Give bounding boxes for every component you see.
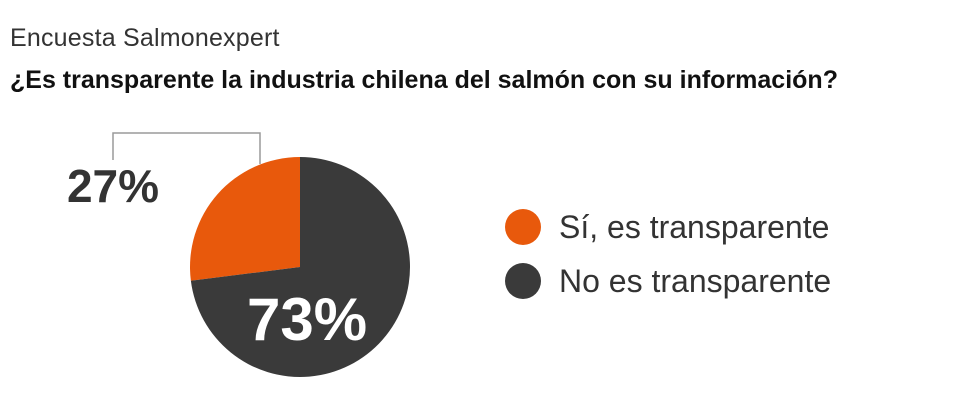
legend-item-yes: Sí, es transparente bbox=[505, 200, 831, 254]
legend-swatch-no bbox=[505, 263, 541, 299]
chart-subtitle: Encuesta Salmonexpert bbox=[10, 24, 280, 52]
legend-swatch-yes bbox=[505, 209, 541, 245]
legend-label-no: No es transparente bbox=[559, 262, 832, 299]
pie-slices bbox=[190, 157, 411, 377]
pie-slice-no bbox=[190, 157, 411, 377]
slice-label-leader-line bbox=[112, 132, 261, 164]
slice-label-yes: 27% bbox=[67, 160, 159, 212]
chart-title: ¿Es transparente la industria chilena de… bbox=[10, 66, 838, 94]
pie-slice-yes bbox=[190, 157, 300, 281]
chart-legend: Sí, es transparente No es transparente bbox=[505, 200, 831, 308]
legend-label-yes: Sí, es transparente bbox=[559, 208, 830, 245]
legend-item-no: No es transparente bbox=[505, 254, 831, 308]
slice-label-no: 73% bbox=[247, 286, 367, 353]
